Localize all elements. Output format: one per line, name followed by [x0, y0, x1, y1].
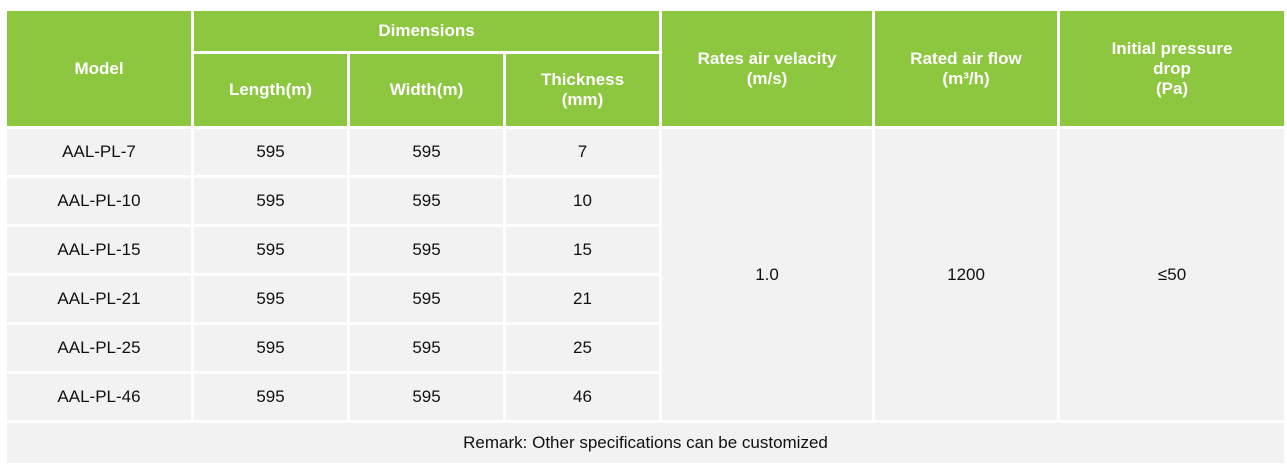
header-pressure-line1: Initial pressure	[1111, 38, 1233, 58]
remark-text: Remark: Other specifications can be cust…	[7, 423, 1285, 463]
cell-model: AAL-PL-10	[7, 178, 191, 224]
cell-thickness: 21	[506, 276, 660, 322]
header-thickness: Thickness (mm)	[506, 54, 660, 126]
cell-thickness: 7	[506, 129, 660, 175]
table-row: AAL-PL-46 595 595 46	[7, 374, 1284, 420]
cell-length: 595	[194, 374, 347, 420]
cell-length: 595	[194, 178, 347, 224]
cell-thickness: 15	[506, 227, 660, 273]
table-row: AAL-PL-21 595 595 21	[7, 276, 1284, 322]
header-dimensions: Dimensions	[194, 11, 660, 51]
cell-length: 595	[194, 325, 347, 371]
header-air-flow-line2: (m³/h)	[942, 68, 990, 88]
cell-air-velocity: 1.0	[662, 129, 873, 420]
cell-thickness: 10	[506, 178, 660, 224]
cell-length: 595	[194, 227, 347, 273]
specification-table: Model Dimensions Rates air velacity (m/s…	[4, 8, 1287, 466]
header-air-flow-line1: Rated air flow	[910, 48, 1022, 68]
header-pressure-line2: drop	[1153, 58, 1191, 78]
cell-width: 595	[350, 374, 503, 420]
table-row: AAL-PL-25 595 595 25	[7, 325, 1284, 371]
header-air-velocity-line1: Rates air velacity	[697, 48, 837, 68]
header-air-velocity-line2: (m/s)	[746, 68, 788, 88]
header-row-1: Model Dimensions Rates air velacity (m/s…	[7, 11, 1285, 126]
header-width: Width(m)	[350, 54, 503, 126]
cell-length: 595	[194, 276, 347, 322]
cell-thickness: 46	[506, 374, 660, 420]
table-row: AAL-PL-7 595 595 7 1.0 1200 ≤50	[7, 129, 1285, 420]
table-row: AAL-PL-10 595 595 10	[7, 178, 1284, 224]
cell-width: 595	[350, 325, 503, 371]
header-pressure-drop: Initial pressure drop (Pa)	[1060, 11, 1285, 126]
header-air-velocity: Rates air velacity (m/s)	[662, 11, 873, 126]
cell-thickness: 25	[506, 325, 660, 371]
header-model: Model	[7, 11, 191, 126]
cell-pressure-drop: ≤50	[1060, 129, 1285, 420]
remark-row: Remark: Other specifications can be cust…	[7, 423, 1285, 463]
header-length: Length(m)	[194, 54, 347, 126]
cell-width: 595	[350, 227, 503, 273]
cell-length: 595	[194, 129, 347, 175]
cell-model: AAL-PL-7	[7, 129, 191, 175]
cell-model: AAL-PL-25	[7, 325, 191, 371]
cell-model: AAL-PL-15	[7, 227, 191, 273]
cell-model: AAL-PL-46	[7, 374, 191, 420]
header-row-2: Length(m) Width(m) Thickness (mm)	[7, 54, 1284, 126]
header-pressure-line3: (Pa)	[1155, 78, 1189, 98]
table-row: AAL-PL-15 595 595 15	[7, 227, 1284, 273]
cell-air-flow: 1200	[875, 129, 1058, 420]
cell-width: 595	[350, 129, 503, 175]
header-air-flow: Rated air flow (m³/h)	[875, 11, 1058, 126]
header-thickness-line1: Thickness	[540, 70, 625, 89]
header-thickness-line2: (mm)	[561, 90, 604, 109]
cell-width: 595	[350, 178, 503, 224]
cell-model: AAL-PL-21	[7, 276, 191, 322]
cell-width: 595	[350, 276, 503, 322]
